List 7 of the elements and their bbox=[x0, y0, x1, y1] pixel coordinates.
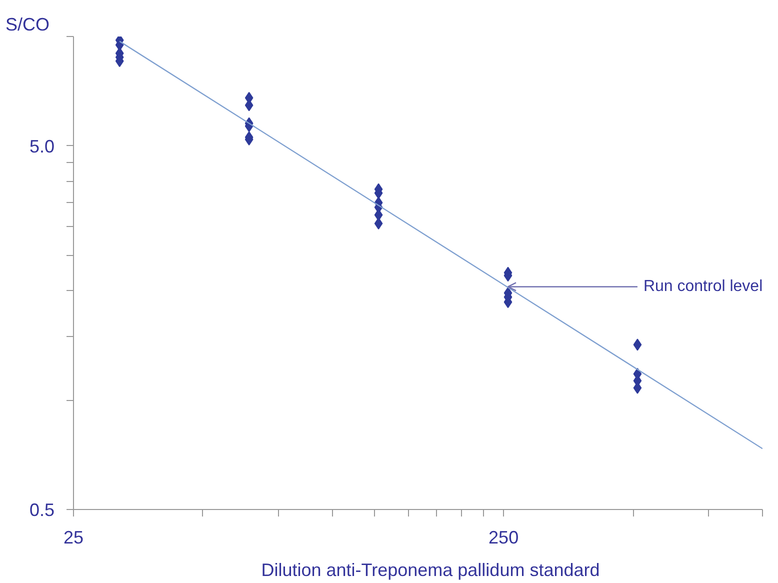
annotation: Run control level bbox=[643, 278, 763, 296]
y-tick-label: 5.0 bbox=[29, 136, 55, 156]
y-axis-title: S/CO bbox=[6, 14, 50, 34]
x-tick-label: 25 bbox=[63, 528, 84, 548]
y-tick-label: 0.5 bbox=[29, 500, 55, 520]
x-tick-label: 250 bbox=[488, 528, 519, 548]
x-axis-title: Dilution anti-Treponema pallidum standard bbox=[261, 559, 600, 582]
